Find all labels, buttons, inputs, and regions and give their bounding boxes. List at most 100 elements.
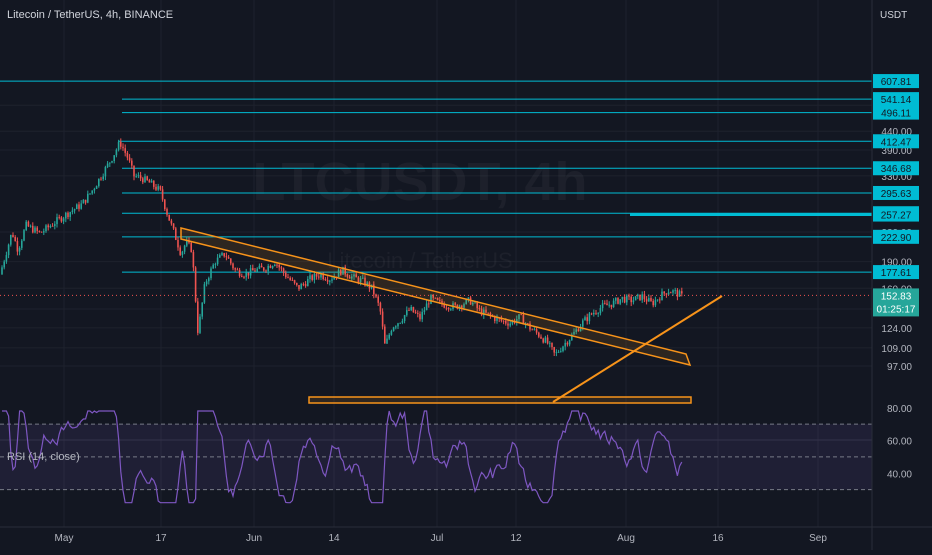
candle-body <box>203 284 206 303</box>
candle-body <box>43 231 45 233</box>
candle-body <box>630 296 632 303</box>
price-tick-label: 109.00 <box>881 344 912 355</box>
time-tick-label: Jul <box>431 533 444 544</box>
candle-body <box>359 278 362 283</box>
candle-body <box>511 320 514 324</box>
candle-body <box>362 277 364 279</box>
rsi-title: RSI (14, close) <box>7 451 80 463</box>
candle-body <box>214 264 217 265</box>
candle-body <box>496 317 498 321</box>
candle-body <box>161 189 164 200</box>
candle-body <box>412 306 415 313</box>
candle-body <box>32 225 34 233</box>
candle-body <box>439 300 441 301</box>
candle-body <box>672 290 674 293</box>
candle-body <box>487 312 489 314</box>
ascending-trendline <box>552 295 723 403</box>
time-tick-label: 14 <box>328 533 340 544</box>
candle-body <box>117 141 120 150</box>
rsi-tick-label: 80.00 <box>887 404 912 415</box>
candle-body <box>122 146 124 149</box>
candle-body <box>560 351 562 352</box>
candle-body <box>267 265 269 272</box>
candle-body <box>551 342 553 348</box>
descending-channel <box>180 227 692 367</box>
candle-body <box>179 247 181 255</box>
time-tick-label: 12 <box>510 533 522 544</box>
candle-body <box>474 302 476 304</box>
candle-body <box>593 312 595 315</box>
candle-body <box>238 269 241 276</box>
level-price-tag <box>873 105 919 120</box>
level-price-label: 257.27 <box>881 211 912 222</box>
candle-body <box>144 176 146 183</box>
candle-body <box>51 225 54 227</box>
candle-body <box>69 212 71 217</box>
candle-body <box>205 281 208 285</box>
candle-body <box>617 298 619 304</box>
candle-body <box>373 284 375 295</box>
candle-body <box>221 253 223 255</box>
candle-body <box>18 247 21 252</box>
candle-body <box>45 225 47 232</box>
candle-body <box>296 282 298 286</box>
candle-body <box>120 141 122 147</box>
candle-body <box>648 298 650 302</box>
level-price-label: 346.68 <box>881 164 912 175</box>
candle-body <box>190 242 192 253</box>
candle-body <box>212 264 214 269</box>
candle-body <box>507 323 509 326</box>
candle-body <box>386 338 388 344</box>
candle-body <box>137 175 140 177</box>
candle-body <box>573 331 575 335</box>
candle-body <box>410 306 412 311</box>
candle-body <box>342 266 344 275</box>
candle-body <box>584 317 586 321</box>
candle-body <box>522 314 525 325</box>
candle-body <box>27 221 30 227</box>
candle-body <box>269 265 272 268</box>
candle-body <box>549 342 551 344</box>
candle-body <box>210 268 212 279</box>
price-tick-label: 97.00 <box>887 362 912 373</box>
candle-body <box>566 342 569 345</box>
candle-body <box>133 165 135 177</box>
watermark-symbol: LTCUSDT, 4h <box>253 152 588 212</box>
watermark-name: Litecoin / TetherUS <box>327 248 512 273</box>
candle-body <box>199 316 201 333</box>
level-price-label: 496.11 <box>881 109 911 120</box>
candle-body <box>289 277 291 280</box>
candle-body <box>65 212 67 219</box>
candle-body <box>571 334 573 341</box>
candle-body <box>553 347 555 353</box>
candle-body <box>461 305 463 308</box>
candle-body <box>612 300 615 308</box>
candle-body <box>518 314 520 320</box>
candle-body <box>300 284 302 290</box>
candle-body <box>667 292 670 295</box>
candle-body <box>676 289 679 297</box>
candle-body <box>183 245 186 252</box>
symbol-title: Litecoin / TetherUS, 4h, BINANCE <box>7 9 174 21</box>
candle-body <box>443 304 445 308</box>
candle-body <box>113 155 115 162</box>
candle-body <box>610 304 613 308</box>
candle-body <box>313 273 316 281</box>
candle-body <box>219 254 221 258</box>
candle-body <box>428 303 430 305</box>
level-price-label: 412.47 <box>881 137 912 148</box>
candle-body <box>82 199 85 204</box>
candle-body <box>106 163 109 168</box>
candle-body <box>366 282 368 286</box>
candle-body <box>639 294 641 301</box>
candle-body <box>91 190 93 194</box>
candle-body <box>302 284 305 285</box>
candle-body <box>21 240 23 248</box>
candle-body <box>516 319 518 323</box>
candle-body <box>320 274 322 278</box>
candle-body <box>102 176 104 180</box>
last-price-label: 152.83 <box>881 291 912 302</box>
